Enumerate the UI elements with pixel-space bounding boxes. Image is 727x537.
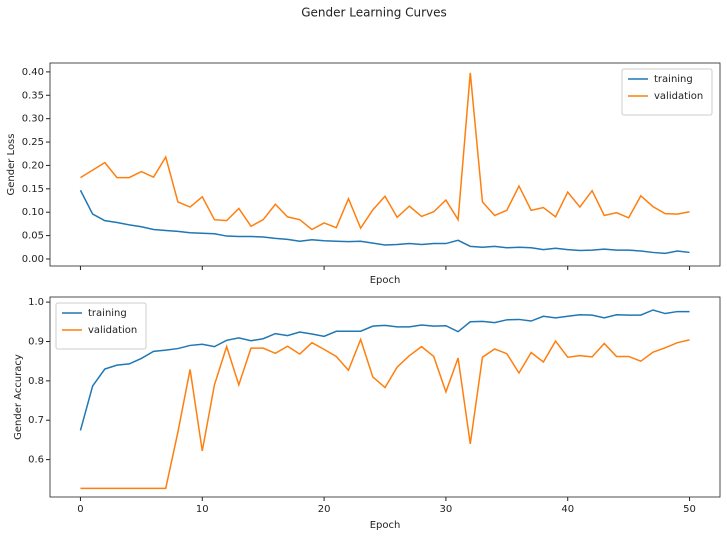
- y-tick-label: 0.35: [22, 90, 44, 101]
- y-tick-label: 0.30: [22, 114, 44, 125]
- legend-box: [55, 302, 147, 350]
- y-axis-label: Gender Loss: [6, 134, 17, 196]
- y-tick-label: 0.15: [22, 184, 44, 195]
- y-tick-label: 0.20: [22, 160, 44, 171]
- y-tick-label: 0.7: [28, 415, 44, 426]
- y-tick-label: 0.40: [22, 67, 44, 78]
- y-tick-label: 0.8: [28, 376, 44, 387]
- figure-title: Gender Learning Curves: [301, 6, 447, 20]
- y-tick-label: 0.00: [22, 254, 44, 265]
- data-line: [80, 72, 690, 231]
- x-tick-label: 10: [196, 504, 209, 515]
- x-tick-label: 30: [440, 504, 453, 515]
- legend-label: training: [88, 308, 127, 319]
- x-tick-label: 50: [683, 504, 696, 515]
- y-tick-label: 1.0: [28, 297, 44, 308]
- legend-label: training: [654, 74, 693, 85]
- legend-box: [621, 68, 713, 116]
- x-tick-label: 40: [561, 504, 574, 515]
- y-tick-label: 0.6: [28, 455, 44, 466]
- axes-frame: [49, 62, 721, 267]
- legend: training validation: [55, 302, 147, 350]
- data-line: [79, 189, 690, 255]
- y-tick-label: 0.10: [22, 207, 44, 218]
- y-tick-label: 0.05: [22, 231, 44, 242]
- data-line: [80, 337, 690, 490]
- y-axis-label: Gender Accuracy: [13, 354, 24, 440]
- x-tick-label: 0: [77, 504, 83, 515]
- legend-label: validation: [88, 325, 137, 336]
- legend-label: validation: [654, 91, 703, 102]
- y-tick-label: 0.25: [22, 137, 44, 148]
- legend: training validation: [621, 68, 713, 116]
- x-tick-label: 20: [318, 504, 331, 515]
- y-tick-label: 0.9: [28, 336, 44, 347]
- data-line: [79, 309, 690, 431]
- x-axis-label: Epoch: [370, 275, 401, 286]
- x-axis-label: Epoch: [370, 520, 401, 531]
- axes-frame: [49, 296, 721, 498]
